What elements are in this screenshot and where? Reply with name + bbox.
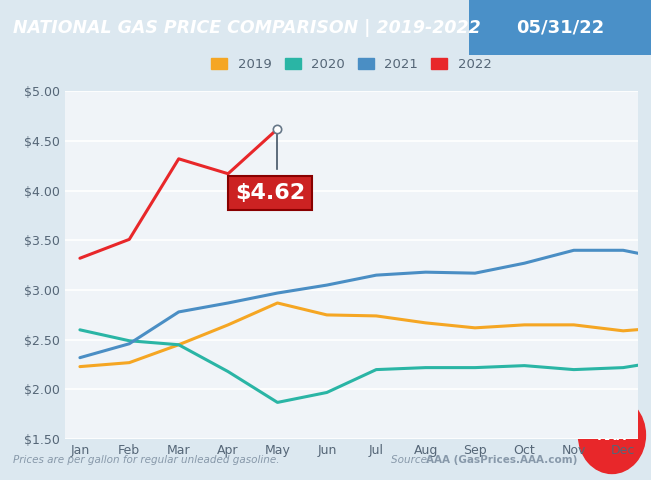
Text: Prices are per gallon for regular unleaded gasoline.: Prices are per gallon for regular unlead…: [13, 455, 279, 465]
Text: $4.62: $4.62: [235, 183, 305, 203]
Text: Source:: Source:: [391, 455, 434, 465]
Legend: 2019, 2020, 2021, 2022: 2019, 2020, 2021, 2022: [206, 52, 497, 76]
Circle shape: [579, 397, 644, 473]
Text: AAA: AAA: [598, 430, 626, 444]
FancyBboxPatch shape: [469, 0, 651, 55]
Text: 05/31/22: 05/31/22: [516, 19, 604, 36]
Text: NATIONAL GAS PRICE COMPARISON | 2019-2022: NATIONAL GAS PRICE COMPARISON | 2019-202…: [13, 19, 481, 36]
Text: AAA (GasPrices.AAA.com): AAA (GasPrices.AAA.com): [426, 455, 578, 465]
